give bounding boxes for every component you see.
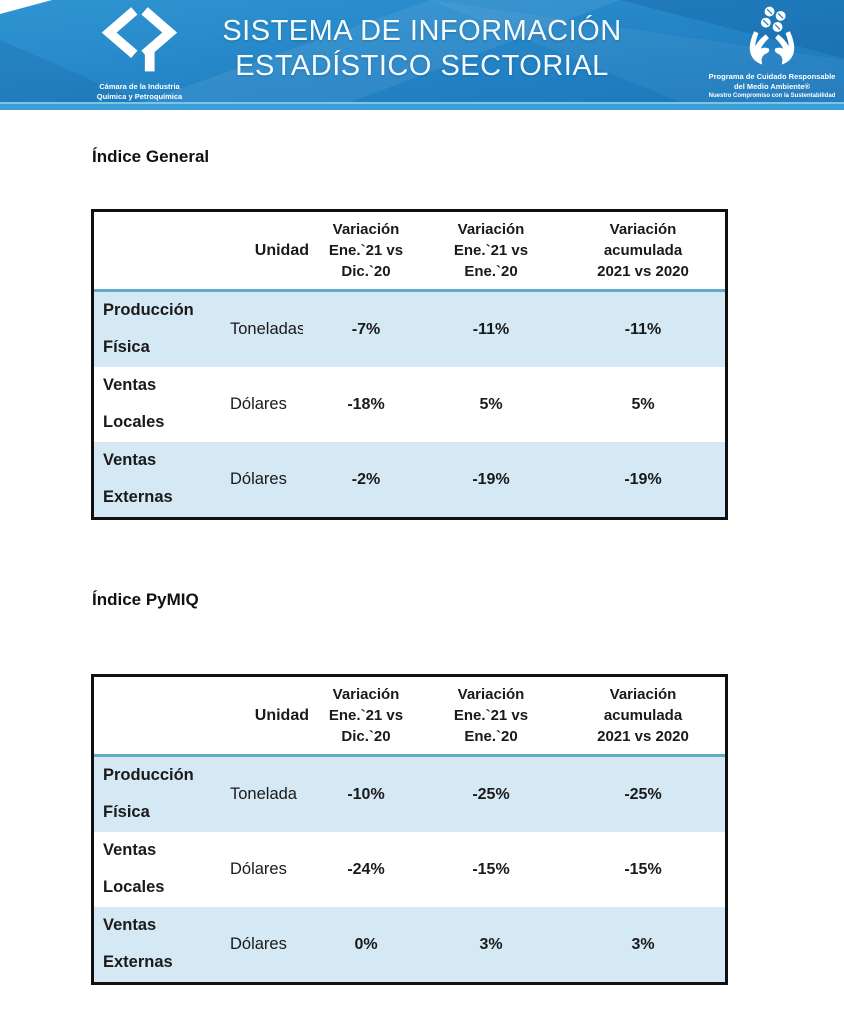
ciqyp-caption-line-1: Cámara de la Industria bbox=[99, 82, 180, 91]
indice-general-table: Unidad Variación Ene.`21 vs Dic.`20 Vari… bbox=[91, 209, 728, 520]
value-cell-acc: -15% bbox=[624, 860, 662, 878]
ciqyp-logo-caption: Cámara de la Industria Química y Petroqu… bbox=[52, 82, 227, 102]
banner-title-line-2: ESTADÍSTICO SECTORIAL bbox=[235, 50, 609, 82]
row-label: Ventas Locales bbox=[103, 841, 165, 896]
value-cell-mom: -7% bbox=[351, 320, 381, 338]
value-cell-mom: 0% bbox=[354, 935, 378, 953]
header-cell-unidad: Unidad bbox=[254, 241, 309, 259]
value-cell-yoy: -15% bbox=[472, 860, 510, 878]
unit-cell: Dólares bbox=[230, 935, 287, 953]
responsible-care-logo: Programa de Cuidado Responsable del Medi… bbox=[698, 4, 844, 100]
header-cell-variacion-interanual: Variación Ene.`21 vs Ene.`20 bbox=[453, 221, 529, 280]
row-label: Producción Física bbox=[103, 301, 194, 356]
table-row-produccion-fisica: Producción Física Toneladas -7% -11% -11… bbox=[94, 292, 725, 367]
header-cell-variacion-mensual: Variación Ene.`21 vs Dic.`20 bbox=[328, 221, 404, 280]
row-label: Ventas Externas bbox=[103, 916, 173, 971]
header-banner: SISTEMA DE INFORMACIÓN ESTADÍSTICO SECTO… bbox=[0, 0, 844, 110]
value-cell-yoy: -11% bbox=[472, 320, 510, 338]
value-cell-mom: -18% bbox=[347, 395, 385, 413]
header-cell-empty bbox=[94, 212, 223, 289]
table-header-row: Unidad Variación Ene.`21 vs Dic.`20 Vari… bbox=[94, 677, 725, 757]
rc-caption-line-1: Programa de Cuidado Responsable bbox=[708, 72, 836, 81]
row-label: Producción Física bbox=[103, 766, 194, 821]
table-header-row: Unidad Variación Ene.`21 vs Dic.`20 Vari… bbox=[94, 212, 725, 292]
value-cell-yoy: -19% bbox=[472, 470, 510, 488]
header-cell-variacion-acumulada: Variación acumulada 2021 vs 2020 bbox=[597, 686, 689, 745]
value-cell-yoy: -25% bbox=[472, 785, 510, 803]
banner-title: SISTEMA DE INFORMACIÓN ESTADÍSTICO SECTO… bbox=[0, 14, 844, 84]
value-cell-acc: -19% bbox=[624, 470, 662, 488]
row-label: Ventas Locales bbox=[103, 376, 165, 431]
responsible-care-caption: Programa de Cuidado Responsable del Medi… bbox=[698, 72, 844, 100]
header-cell-variacion-mensual: Variación Ene.`21 vs Dic.`20 bbox=[328, 686, 404, 745]
value-cell-acc: 5% bbox=[631, 395, 655, 413]
value-cell-mom: -24% bbox=[347, 860, 385, 878]
responsible-care-logo-icon bbox=[749, 6, 795, 65]
unit-cell: Dólares bbox=[230, 395, 287, 413]
value-cell-mom: -10% bbox=[347, 785, 385, 803]
header-cell-variacion-acumulada: Variación acumulada 2021 vs 2020 bbox=[597, 221, 689, 280]
banner-background bbox=[0, 0, 844, 110]
value-cell-yoy: 5% bbox=[479, 395, 503, 413]
header-cell-variacion-interanual: Variación Ene.`21 vs Ene.`20 bbox=[453, 686, 529, 745]
value-cell-yoy: 3% bbox=[479, 935, 503, 953]
ciqyp-caption-line-2: Química y Petroquímica bbox=[96, 91, 183, 101]
unit-cell: Toneladas bbox=[230, 320, 303, 338]
header-cell-unidad: Unidad bbox=[254, 706, 309, 724]
table-row-ventas-locales: Ventas Locales Dólares -24% -15% -15% bbox=[94, 832, 725, 907]
ciqyp-logo: Cámara de la Industria Química y Petroqu… bbox=[52, 4, 227, 102]
row-label: Ventas Externas bbox=[103, 451, 173, 506]
banner-title-line-1: SISTEMA DE INFORMACIÓN bbox=[222, 15, 622, 47]
value-cell-mom: -2% bbox=[351, 470, 381, 488]
value-cell-acc: 3% bbox=[631, 935, 655, 953]
table-row-ventas-locales: Ventas Locales Dólares -18% 5% 5% bbox=[94, 367, 725, 442]
unit-cell: Dólares bbox=[230, 470, 287, 488]
value-cell-acc: -25% bbox=[624, 785, 662, 803]
table-row-ventas-externas: Ventas Externas Dólares -2% -19% -19% bbox=[94, 442, 725, 517]
unit-cell: Dólares bbox=[230, 860, 287, 878]
header-cell-empty bbox=[94, 677, 223, 754]
section-title-indice-general: Índice General bbox=[92, 147, 210, 166]
unit-cell: Tonelada bbox=[230, 785, 297, 803]
rc-caption-line-3: Nuestro Compromiso con la Sustentabilida… bbox=[708, 92, 836, 99]
indice-pymiq-table: Unidad Variación Ene.`21 vs Dic.`20 Vari… bbox=[91, 674, 728, 985]
table-row-produccion-fisica: Producción Física Tonelada -10% -25% -25… bbox=[94, 757, 725, 832]
value-cell-acc: -11% bbox=[624, 320, 662, 338]
section-title-indice-pymiq: Índice PyMIQ bbox=[92, 590, 199, 609]
ciqyp-logo-icon bbox=[101, 7, 177, 72]
rc-caption-line-2: del Medio Ambiente® bbox=[733, 81, 811, 91]
table-row-ventas-externas: Ventas Externas Dólares 0% 3% 3% bbox=[94, 907, 725, 982]
